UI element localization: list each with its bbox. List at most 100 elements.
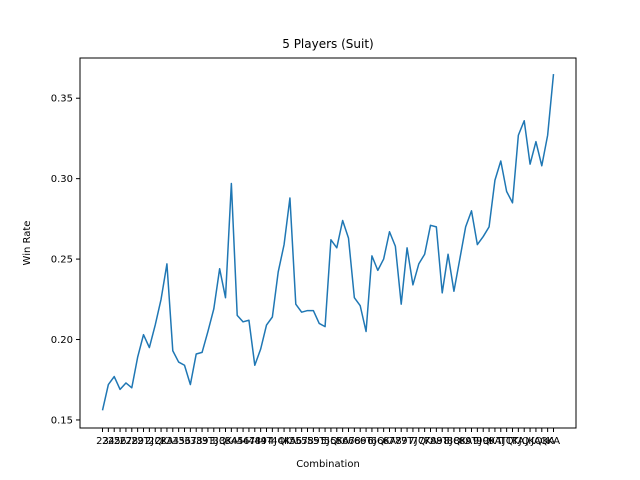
- data-point: [101, 409, 104, 412]
- y-tick-label: 0.35: [51, 94, 73, 105]
- data-point: [294, 303, 297, 306]
- data-point: [499, 159, 502, 162]
- data-point: [183, 364, 186, 367]
- data-point: [447, 253, 450, 256]
- data-point: [464, 225, 467, 228]
- x-tick-label: 79: [395, 436, 408, 447]
- data-point: [107, 383, 110, 386]
- data-point: [218, 267, 221, 270]
- x-tick-label: 8J: [443, 436, 452, 447]
- x-tick-label: KA: [547, 436, 560, 447]
- x-tick-label: 67: [342, 436, 355, 447]
- x-tick-label: 5A: [336, 436, 349, 447]
- data-point: [488, 225, 491, 228]
- x-tick-label: 36: [178, 436, 191, 447]
- data-point: [406, 246, 409, 249]
- data-point: [493, 179, 496, 182]
- x-tick-label: 8Q: [447, 436, 461, 447]
- data-point: [382, 258, 385, 261]
- x-tick-label: 58: [301, 436, 314, 447]
- x-tick-label: JA: [530, 436, 541, 447]
- x-tick-label: TK: [505, 436, 519, 447]
- x-tick-label: TJ: [495, 436, 505, 447]
- data-point: [119, 388, 122, 391]
- x-tick-label: 2A: [160, 436, 173, 447]
- x-tick-label: 5T: [313, 436, 326, 447]
- data-point: [148, 346, 151, 349]
- x-tick-label: 7K: [418, 436, 431, 447]
- x-tick-label: 2J: [145, 436, 154, 447]
- data-point: [523, 119, 526, 122]
- data-point: [318, 322, 321, 325]
- data-point: [171, 349, 174, 352]
- x-tick-label: 45: [231, 436, 244, 447]
- data-point: [540, 164, 543, 167]
- x-tick-label: 3Q: [213, 436, 227, 447]
- x-tick-label: 9Q: [476, 436, 490, 447]
- x-tick-label: 29: [131, 436, 144, 447]
- data-point: [300, 311, 303, 314]
- data-point: [165, 262, 168, 265]
- data-point: [224, 296, 227, 299]
- x-tick-label: 5K: [330, 436, 343, 447]
- x-tick-label: 28: [125, 436, 138, 447]
- x-tick-label: 8T: [436, 436, 449, 447]
- x-tick-label: 6K: [377, 436, 390, 447]
- x-tick-label: 6Q: [371, 436, 385, 447]
- x-tick-label: 7Q: [412, 436, 426, 447]
- data-point: [394, 245, 397, 248]
- x-tick-label: 3J: [209, 436, 218, 447]
- x-tick-label: 6T: [360, 436, 373, 447]
- data-point: [341, 219, 344, 222]
- x-tick-label: 9K: [483, 436, 496, 447]
- x-tick-label: 9T: [465, 436, 478, 447]
- x-tick-label: 3K: [219, 436, 232, 447]
- data-point: [353, 296, 356, 299]
- y-tick-label: 0.25: [51, 255, 73, 266]
- data-point: [242, 320, 245, 323]
- x-tick-label: 69: [354, 436, 367, 447]
- x-tick-label: JK: [524, 436, 535, 447]
- data-point: [177, 361, 180, 364]
- data-point: [271, 316, 274, 319]
- data-point: [376, 269, 379, 272]
- data-point: [365, 330, 368, 333]
- data-point: [388, 230, 391, 233]
- data-point: [347, 237, 350, 240]
- x-tick-label: 48: [248, 436, 261, 447]
- x-tick-label: 3T: [202, 436, 215, 447]
- x-tick-label: 6A: [383, 436, 396, 447]
- data-point: [130, 386, 133, 389]
- data-point: [212, 307, 215, 310]
- data-point: [142, 333, 145, 336]
- data-point: [517, 134, 520, 137]
- data-point: [534, 140, 537, 143]
- x-tick-label: 4K: [278, 436, 291, 447]
- data-point: [277, 270, 280, 273]
- data-point: [411, 283, 414, 286]
- x-tick-label: 34: [166, 436, 179, 447]
- data-point: [417, 262, 420, 265]
- x-tick-label: 56: [289, 436, 302, 447]
- y-tick-label: 0.15: [51, 415, 73, 426]
- x-tick-label: 4Q: [271, 436, 285, 447]
- data-point: [546, 134, 549, 137]
- data-point: [201, 351, 204, 354]
- x-tick-label: 9J: [473, 436, 482, 447]
- x-tick-label: 9A: [488, 436, 501, 447]
- x-axis-label: Combination: [296, 459, 360, 470]
- y-tick-label: 0.30: [51, 174, 73, 185]
- x-tick-label: 8A: [459, 436, 472, 447]
- x-tick-label: TQ: [499, 436, 514, 447]
- x-tick-label: 35: [172, 436, 185, 447]
- data-point: [230, 182, 233, 185]
- x-tick-label: 78: [389, 436, 402, 447]
- x-tick-label: 49: [254, 436, 267, 447]
- x-tick-label: JQ: [518, 436, 530, 447]
- x-tick-label: 59: [307, 436, 320, 447]
- x-tick-label: QK: [535, 436, 550, 447]
- x-tick-label: 2K: [155, 436, 168, 447]
- x-tick-label: 7T: [401, 436, 414, 447]
- x-tick-label: 6J: [367, 436, 376, 447]
